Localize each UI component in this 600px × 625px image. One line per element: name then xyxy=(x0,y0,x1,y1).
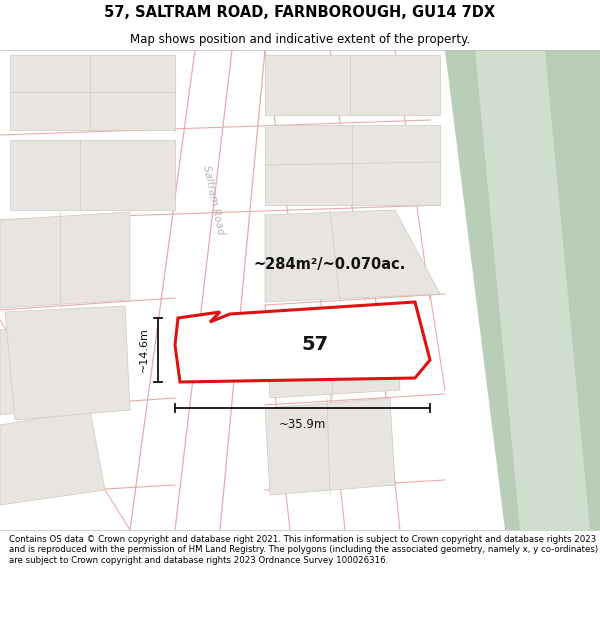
Polygon shape xyxy=(5,306,130,420)
Text: ~35.9m: ~35.9m xyxy=(279,418,326,431)
Polygon shape xyxy=(0,212,130,308)
Polygon shape xyxy=(0,410,105,505)
Text: Saltram Road: Saltram Road xyxy=(201,164,225,236)
Text: 57, SALTRAM ROAD, FARNBOROUGH, GU14 7DX: 57, SALTRAM ROAD, FARNBOROUGH, GU14 7DX xyxy=(104,5,496,20)
Text: 57: 57 xyxy=(301,336,329,354)
Polygon shape xyxy=(175,50,265,530)
Polygon shape xyxy=(10,55,175,130)
Polygon shape xyxy=(265,55,440,115)
Polygon shape xyxy=(265,305,400,398)
Polygon shape xyxy=(265,210,440,302)
Text: Contains OS data © Crown copyright and database right 2021. This information is : Contains OS data © Crown copyright and d… xyxy=(9,535,598,564)
Text: ~284m²/~0.070ac.: ~284m²/~0.070ac. xyxy=(254,258,406,272)
Text: Map shows position and indicative extent of the property.: Map shows position and indicative extent… xyxy=(130,32,470,46)
Polygon shape xyxy=(10,140,175,210)
Polygon shape xyxy=(175,302,430,382)
Text: ~14.6m: ~14.6m xyxy=(139,328,149,372)
Polygon shape xyxy=(445,50,600,530)
Polygon shape xyxy=(265,125,440,205)
Polygon shape xyxy=(265,398,395,495)
Polygon shape xyxy=(0,318,115,415)
Polygon shape xyxy=(130,50,232,530)
Polygon shape xyxy=(475,50,590,530)
